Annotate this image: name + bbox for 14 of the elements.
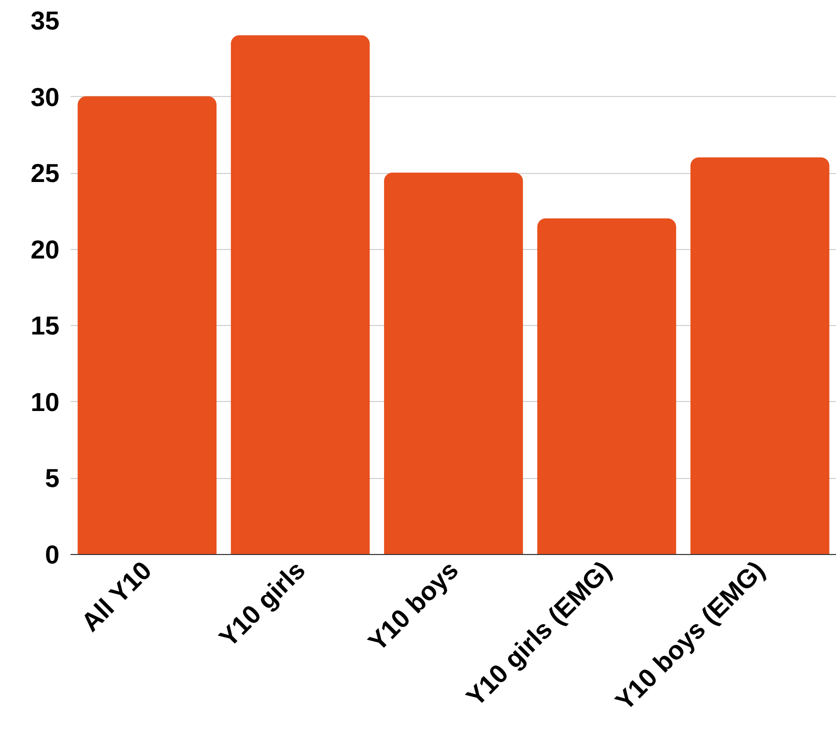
bar — [537, 218, 676, 554]
bar — [690, 157, 830, 554]
x-tick-label: All Y10 — [75, 555, 158, 638]
bar — [384, 172, 523, 554]
y-tick-label: 25 — [30, 158, 60, 188]
y-tick-label: 20 — [30, 234, 60, 264]
y-tick-label: 0 — [45, 540, 60, 570]
y-tick-label: 30 — [30, 82, 60, 112]
y-tick-label: 35 — [30, 6, 60, 36]
y-tick-label: 15 — [30, 310, 60, 341]
y-tick-label: 10 — [30, 386, 60, 417]
y-tick-label: 5 — [45, 463, 60, 494]
bar — [78, 96, 217, 554]
bar — [230, 35, 370, 554]
